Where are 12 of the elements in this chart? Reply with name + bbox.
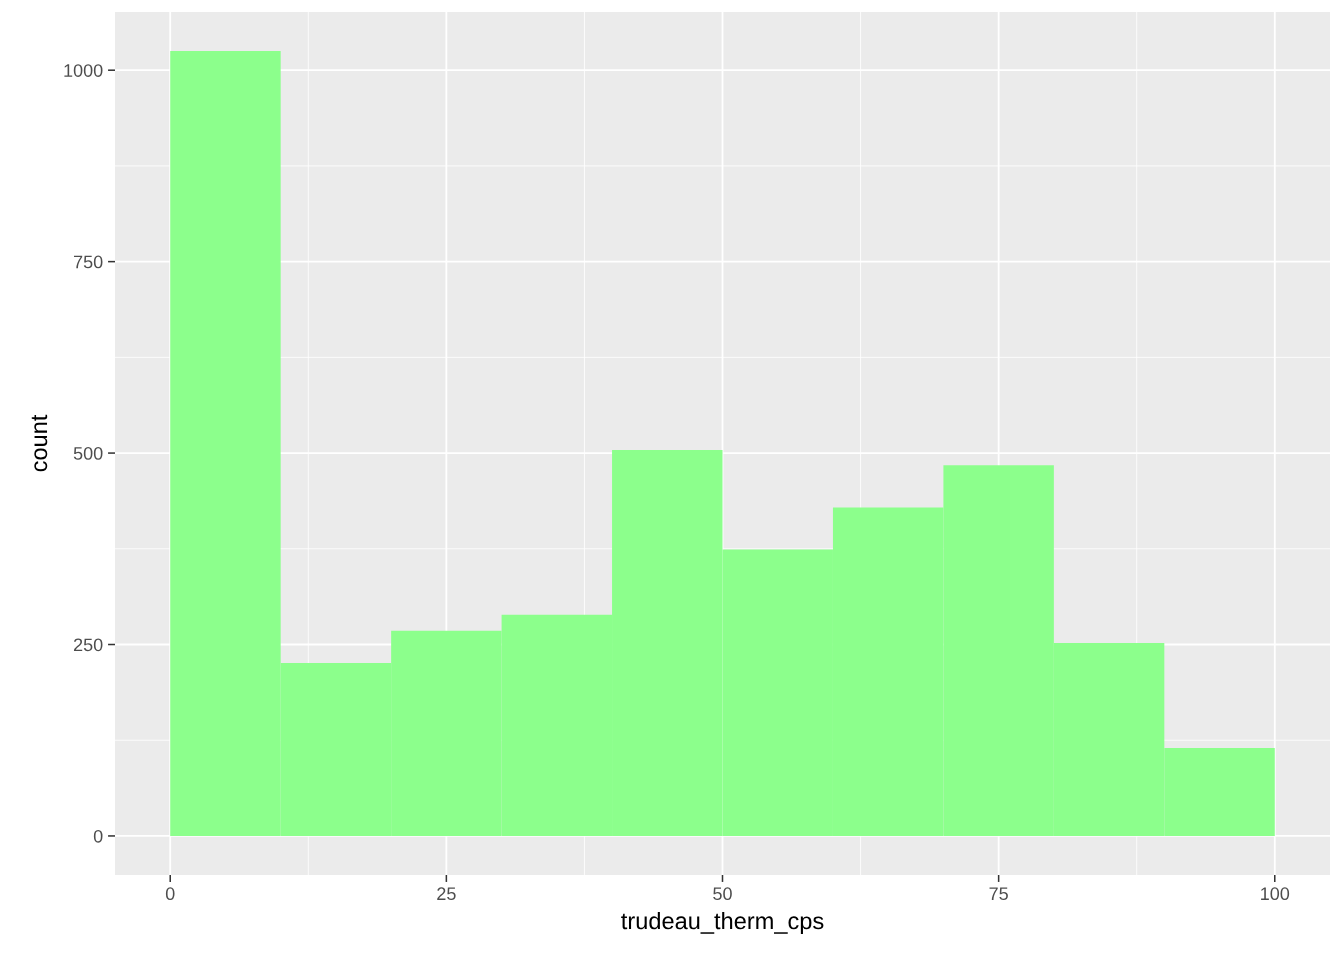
x-tick-label: 0 — [165, 887, 175, 901]
x-tick-label: 100 — [1261, 887, 1290, 901]
x-tick-label: 50 — [713, 887, 732, 901]
y-tick-label: 500 — [73, 447, 103, 460]
y-tick-label: 1000 — [64, 64, 103, 77]
y-tick-label: 0 — [93, 829, 103, 843]
y-tick-label: 750 — [74, 255, 103, 269]
y-axis-title: count — [31, 414, 48, 472]
x-tick-label: 25 — [437, 887, 456, 901]
y-tick-label: 250 — [73, 638, 103, 652]
x-axis-title: trudeau_therm_cps — [621, 911, 824, 934]
x-tick-label: 75 — [989, 887, 1008, 901]
